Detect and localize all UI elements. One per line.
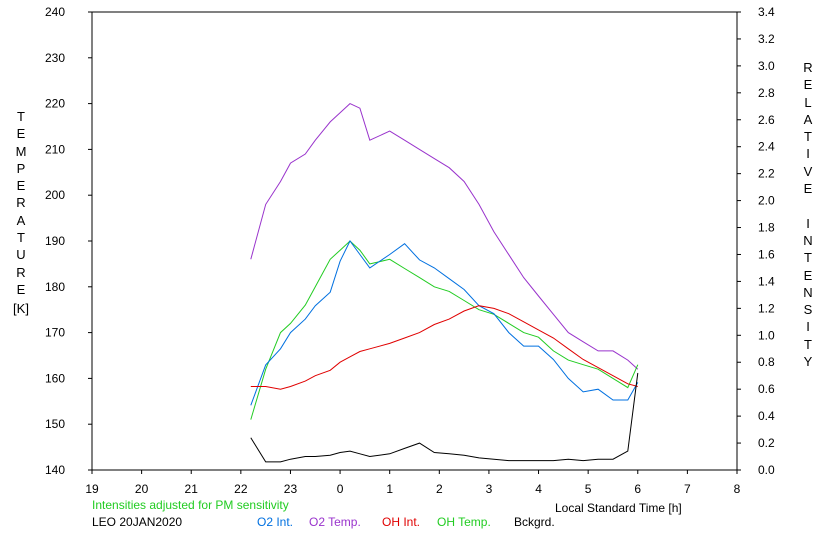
left-tick-label: 200 (45, 188, 65, 202)
x-tick-label: 19 (85, 482, 99, 496)
left-tick-label: 160 (45, 371, 65, 385)
right-tick-label: 2.2 (758, 167, 775, 181)
legend-oh-int: OH Int. (382, 515, 421, 529)
x-tick-label: 8 (734, 482, 741, 496)
left-tick-label: 180 (45, 280, 65, 294)
series-layer (250, 103, 639, 463)
left-axis-unit: [K] (13, 301, 29, 316)
legend-o2-temp: O2 Temp. (309, 515, 361, 529)
right-tick-label: 1.4 (758, 274, 775, 288)
x-tick-label: 1 (386, 482, 393, 496)
left-tick-label: 220 (45, 97, 65, 111)
series-line-o2-int (250, 240, 639, 406)
right-tick-label: 3.4 (758, 5, 775, 19)
right-tick-label: 2.4 (758, 140, 775, 154)
x-tick-label: 20 (135, 482, 149, 496)
x-tick-label: 2 (436, 482, 443, 496)
x-tick-label: 4 (535, 482, 542, 496)
x-tick-label: 3 (486, 482, 493, 496)
plot-area-frame (91, 11, 738, 471)
x-tick-label: 6 (634, 482, 641, 496)
x-axis: 19 20 21 22 23 0 1 2 3 4 5 6 7 8 (85, 470, 741, 496)
left-axis: 140 150 160 170 180 190 200 210 220 230 240 (45, 5, 92, 477)
series-line-bckgrd (250, 372, 639, 463)
legend-o2-int: O2 Int. (257, 515, 294, 529)
right-tick-label: 1.2 (758, 301, 775, 315)
right-tick-label: 3.0 (758, 59, 775, 73)
left-tick-label: 210 (45, 142, 65, 156)
x-tick-label: 0 (337, 482, 344, 496)
right-tick-label: 0.0 (758, 463, 775, 477)
left-tick-label: 230 (45, 51, 65, 65)
right-axis: 0.0 0.2 0.4 0.6 0.8 1.0 1.2 1.4 1.6 1.8 2.0 2.2 2.4 2… (737, 5, 775, 477)
left-tick-label: 190 (45, 234, 65, 248)
x-axis-title: Local Standard Time [h] (555, 501, 682, 515)
right-axis-title: R E L A T I V E I N T E N S I T Y (803, 60, 813, 370)
right-tick-label: 0.4 (758, 409, 775, 423)
x-tick-label: 22 (234, 482, 248, 496)
right-tick-label: 0.2 (758, 436, 775, 450)
right-tick-label: 1.8 (758, 221, 775, 235)
x-tick-label: 5 (585, 482, 592, 496)
series-line-oh-int (250, 305, 638, 390)
x-tick-label: 7 (684, 482, 691, 496)
legend-oh-temp: OH Temp. (437, 515, 491, 529)
station-label: LEO 20JAN2020 (92, 515, 183, 529)
series-line-oh-temp (250, 240, 639, 420)
x-tick-label: 21 (185, 482, 199, 496)
left-tick-label: 140 (45, 463, 65, 477)
right-tick-label: 2.8 (758, 86, 775, 100)
x-tick-label: 23 (284, 482, 298, 496)
left-tick-label: 170 (45, 326, 65, 340)
left-tick-label: 150 (45, 417, 65, 431)
right-tick-label: 0.8 (758, 355, 775, 369)
left-axis-title: T E M P E R A T U R E (15, 109, 27, 297)
right-tick-label: 2.0 (758, 194, 775, 208)
legend-bckgrd: Bckgrd. (514, 515, 555, 529)
series-line-o2-temp (250, 103, 639, 370)
right-tick-label: 3.2 (758, 32, 775, 46)
right-tick-label: 1.0 (758, 328, 775, 342)
sensitivity-note: Intensities adjusted for PM sensitivity (92, 498, 289, 512)
right-tick-label: 2.6 (758, 113, 775, 127)
left-tick-label: 240 (45, 5, 65, 19)
right-tick-label: 1.6 (758, 247, 775, 261)
right-tick-label: 0.6 (758, 382, 775, 396)
